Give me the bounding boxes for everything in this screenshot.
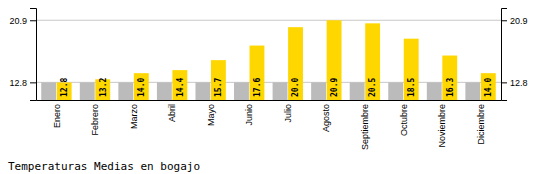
grid xyxy=(36,20,501,82)
bar xyxy=(234,82,249,100)
bar xyxy=(311,82,326,100)
tick-mark xyxy=(501,20,507,21)
tick-mark xyxy=(30,82,36,83)
bar xyxy=(250,46,265,100)
data-label: 12.8 xyxy=(60,78,69,97)
tick-label: Febrero xyxy=(90,104,100,136)
bar xyxy=(172,70,187,100)
grid-line xyxy=(36,20,501,21)
bar xyxy=(118,82,133,100)
tick-label: Octubre xyxy=(399,104,409,136)
tick: Septiembre xyxy=(360,100,370,150)
data-label: 16.3 xyxy=(446,78,455,97)
bar xyxy=(481,73,496,100)
data-labels: 12.8 13.2 14.0 14.4 15.7 17.6 20.0 20.9 20.5 18.5… xyxy=(60,78,493,97)
axis-line xyxy=(37,100,502,101)
y2-axis: 12.8 20.9 xyxy=(501,9,528,101)
tick-label: Abril xyxy=(167,104,177,122)
bar xyxy=(211,60,226,100)
tick-label: Agosto xyxy=(321,104,331,132)
tick: Mayo xyxy=(206,100,216,126)
tick-label: 20.9 xyxy=(510,16,528,26)
bar-series xyxy=(57,20,496,100)
bar xyxy=(427,82,442,100)
bar xyxy=(80,82,95,100)
data-label: 20.9 xyxy=(330,78,339,97)
data-label: 20.5 xyxy=(368,78,377,97)
tick: 20.9 xyxy=(9,16,36,26)
axis-line xyxy=(502,9,508,101)
tick: Marzo xyxy=(129,100,139,129)
tick-mark xyxy=(501,82,507,83)
data-label: 15.7 xyxy=(214,78,223,97)
tick-mark xyxy=(30,20,36,21)
data-label: 20.0 xyxy=(291,78,300,97)
bar xyxy=(273,82,288,100)
bar xyxy=(157,82,172,100)
bars xyxy=(41,20,496,100)
tick: Enero xyxy=(52,100,62,128)
plot: 12.8 13.2 14.0 14.4 15.7 17.6 20.0 20.9 20.5 18.5… xyxy=(9,9,527,174)
tick-label: 20.9 xyxy=(9,16,27,26)
bar xyxy=(134,73,149,100)
tick-label: Septiembre xyxy=(360,104,370,150)
bar xyxy=(288,27,303,100)
bar xyxy=(465,82,480,100)
tick: Octubre xyxy=(399,100,409,136)
chart: 12.8 13.2 14.0 14.4 15.7 17.6 20.0 20.9 20.5 18.5… xyxy=(0,0,537,174)
data-label: 13.2 xyxy=(99,78,108,97)
tick-label: Marzo xyxy=(129,104,139,129)
x-axis: Enero Febrero Marzo Abril Mayo Junio Julio Agos… xyxy=(37,100,502,150)
tick-label: 12.8 xyxy=(9,78,27,88)
data-label: 14.4 xyxy=(176,78,185,97)
tick: Junio xyxy=(244,100,254,126)
tick: Abril xyxy=(167,100,177,122)
tick: 20.9 xyxy=(501,16,528,26)
tick: Febrero xyxy=(90,100,100,136)
tick-label: Enero xyxy=(52,104,62,128)
data-label: 18.5 xyxy=(407,78,416,97)
tick-label: Julio xyxy=(283,104,293,123)
tick-label: 12.8 xyxy=(510,78,528,88)
bar xyxy=(327,20,342,100)
y-axis: 12.8 20.9 xyxy=(9,9,36,101)
tick: Agosto xyxy=(321,100,331,132)
title: Temperaturas Medias en bogajo xyxy=(8,160,200,173)
tick: 12.8 xyxy=(501,78,528,88)
bar xyxy=(195,82,210,100)
tick-label: Mayo xyxy=(206,104,216,126)
bar xyxy=(350,82,365,100)
tick: Noviembre xyxy=(437,100,447,148)
tick-label: Noviembre xyxy=(437,104,447,148)
bar xyxy=(365,23,380,100)
data-label: 14.0 xyxy=(137,78,146,97)
bar xyxy=(442,56,457,100)
tick: 12.8 xyxy=(9,78,36,88)
bar xyxy=(41,82,56,100)
data-label: 17.6 xyxy=(253,78,262,97)
tick: Diciembre xyxy=(476,100,486,145)
bar xyxy=(388,82,403,100)
tick-label: Junio xyxy=(244,104,254,126)
bar xyxy=(404,39,419,100)
data-label: 14.0 xyxy=(484,78,493,97)
tick-label: Diciembre xyxy=(476,104,486,145)
tick: Julio xyxy=(283,100,293,123)
axis-line xyxy=(30,9,37,101)
